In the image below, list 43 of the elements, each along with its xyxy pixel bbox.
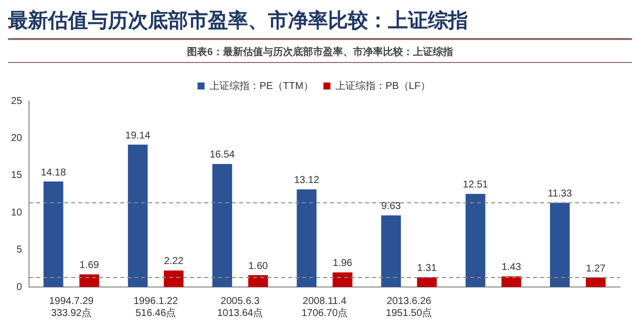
data-label: 19.14 xyxy=(125,130,151,142)
data-label: 2.22 xyxy=(164,256,184,268)
data-label: 1.31 xyxy=(417,263,438,274)
bar xyxy=(128,144,148,287)
x-tick-label: 2005.6.3 1013.64点 xyxy=(217,296,264,319)
legend-label: 上证综指：PB（LF） xyxy=(335,80,430,92)
bar xyxy=(417,277,437,287)
data-label: 1.60 xyxy=(248,260,268,272)
bar xyxy=(501,276,522,287)
data-label: 14.18 xyxy=(40,167,66,178)
bar xyxy=(381,215,401,287)
data-label: 12.51 xyxy=(462,180,488,191)
x-tick-label: 1996.1.22 516.46点 xyxy=(133,296,178,319)
y-tick-label: 20 xyxy=(11,132,23,144)
data-label: 9.63 xyxy=(381,201,402,212)
y-tick-label: 10 xyxy=(11,207,23,218)
y-tick-label: 15 xyxy=(11,170,23,182)
y-tick-label: 25 xyxy=(11,96,23,107)
bar xyxy=(332,272,352,287)
bar xyxy=(44,182,64,287)
legend-label: 上证综指：PE（TTM） xyxy=(210,80,314,92)
bar xyxy=(212,164,232,287)
data-label: 16.54 xyxy=(210,150,236,161)
bar xyxy=(79,274,100,287)
bar xyxy=(586,278,606,287)
bar xyxy=(296,189,316,287)
x-tick-label: 1994.7.29 333.92点 xyxy=(49,296,94,319)
data-label: 1.43 xyxy=(502,262,522,274)
data-label: 13.12 xyxy=(294,175,320,186)
data-label: 11.33 xyxy=(548,188,572,200)
x-tick-label: 2013.6.26 1951.50点 xyxy=(386,296,432,319)
data-label: 1.27 xyxy=(586,263,606,274)
chart-title: 最新估值与历次底部市盈率、市净率比较：上证综指 xyxy=(8,8,632,40)
bar xyxy=(164,270,184,287)
chart-subtitle: 图表6：最新估值与历次底部市盈率、市净率比较：上证综指 xyxy=(8,44,632,63)
data-label: 1.69 xyxy=(80,260,100,272)
y-tick-label: 0 xyxy=(16,282,23,293)
y-tick-label: 5 xyxy=(16,244,23,256)
bar xyxy=(550,202,570,287)
bar xyxy=(248,275,268,287)
x-tick-label: 2008.11.4 1706.70点 xyxy=(301,296,348,319)
data-label: 1.96 xyxy=(332,258,353,270)
bar xyxy=(466,194,486,287)
